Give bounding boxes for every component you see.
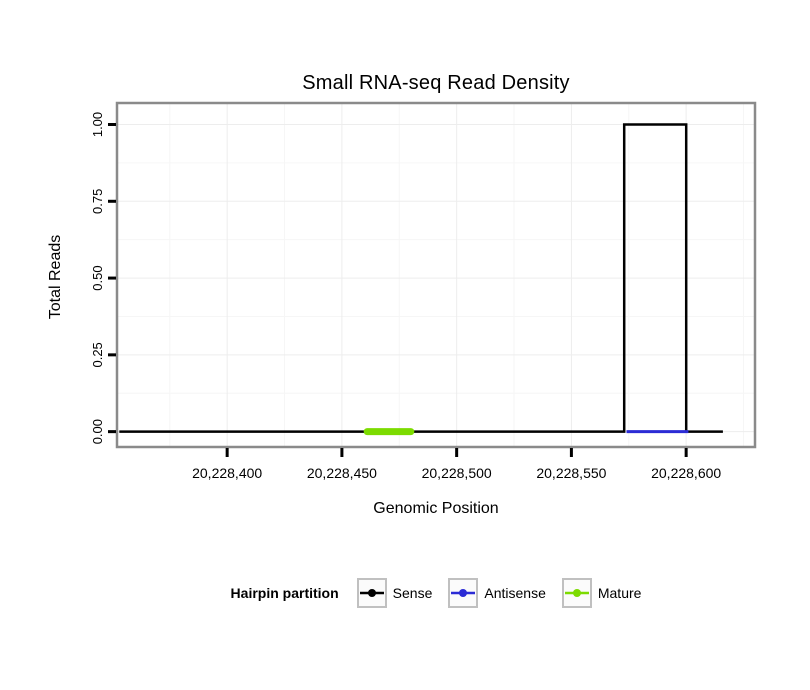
plot-panel-border xyxy=(115,101,757,449)
legend-title: Hairpin partition xyxy=(230,585,339,601)
legend-item-sense: Sense xyxy=(356,578,433,608)
y-axis-tick-label: 0.00 xyxy=(90,419,105,444)
legend-items: Sense Antisense Mature xyxy=(356,578,642,608)
legend-item-antisense: Antisense xyxy=(448,578,546,608)
legend-key-sense-icon xyxy=(356,578,387,608)
legend-item-label: Mature xyxy=(597,585,642,601)
y-axis-tick-label: 0.50 xyxy=(90,265,105,290)
x-axis-tick-label: 20,228,600 xyxy=(651,465,721,481)
legend-item-label: Sense xyxy=(392,585,433,601)
x-axis-tick-label: 20,228,550 xyxy=(536,465,606,481)
y-axis-tick-label: 0.25 xyxy=(90,342,105,367)
x-axis-tick-label: 20,228,500 xyxy=(422,465,492,481)
legend-key-mature-icon xyxy=(561,578,592,608)
plot-area: 20,228,400 20,228,450 20,228,500 20,228,550… xyxy=(90,101,757,481)
x-axis-title: Genomic Position xyxy=(373,500,499,517)
legend-item-mature: Mature xyxy=(561,578,642,608)
plot-panel-bg xyxy=(117,103,755,447)
y-axis-tick-label: 0.75 xyxy=(90,189,105,214)
legend: Hairpin partition Sense Antisense Mature xyxy=(87,578,785,608)
legend-item-label: Antisense xyxy=(484,585,546,601)
series-sense xyxy=(119,123,723,433)
y-axis-tick-label: 1.00 xyxy=(90,112,105,137)
legend-key-antisense-icon xyxy=(448,578,479,608)
x-axis-tick-label: 20,228,400 xyxy=(192,465,262,481)
x-axis-tick-label: 20,228,450 xyxy=(307,465,377,481)
chart-title: Small RNA-seq Read Density xyxy=(302,72,570,94)
